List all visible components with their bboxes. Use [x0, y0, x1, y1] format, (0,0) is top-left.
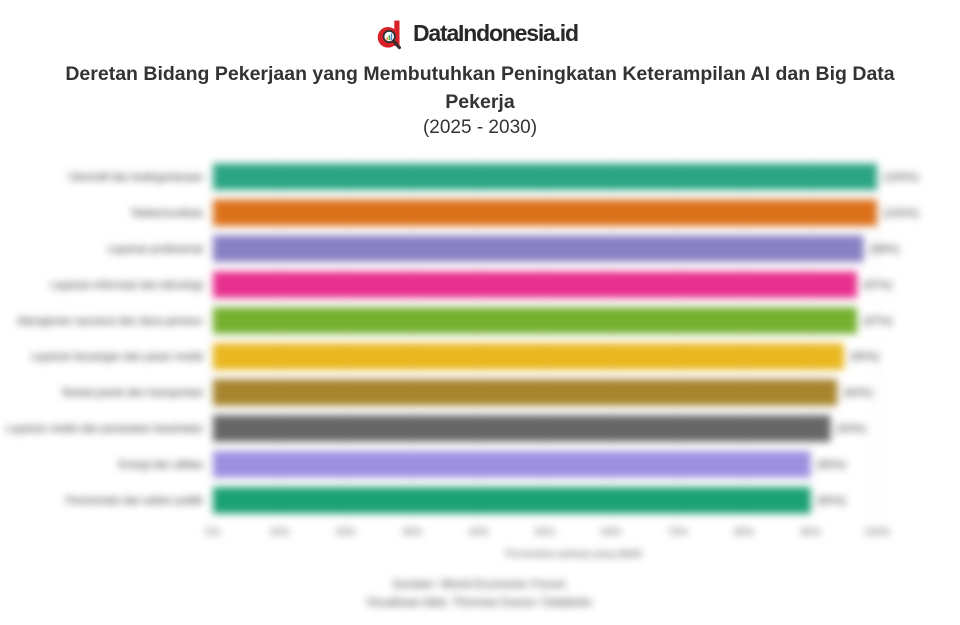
svg-text:(100%): (100%) [883, 207, 918, 219]
svg-text:90%: 90% [801, 527, 821, 538]
svg-text:(98%): (98%) [870, 243, 899, 255]
svg-text:(94%): (94%) [843, 387, 872, 399]
svg-text:(95%): (95%) [850, 351, 879, 363]
svg-text:10%: 10% [269, 527, 289, 538]
svg-text:0%: 0% [206, 527, 221, 538]
svg-text:Layanan keuangan dan pasar mod: Layanan keuangan dan pasar modal [31, 351, 203, 363]
svg-text:Otomotif dan kedirgantaraan: Otomotif dan kedirgantaraan [69, 172, 203, 184]
svg-text:40%: 40% [469, 527, 489, 538]
svg-text:Pemerintah dan sektor publik: Pemerintah dan sektor publik [66, 495, 204, 507]
svg-text:70%: 70% [668, 527, 688, 538]
svg-text:Rantai pasok dan transportasi: Rantai pasok dan transportasi [62, 387, 203, 399]
svg-text:Layanan informasi dan teknolog: Layanan informasi dan teknologi [50, 279, 203, 291]
svg-text:60%: 60% [601, 527, 621, 538]
svg-text:Telekomunikasi: Telekomunikasi [131, 207, 203, 219]
svg-text:Layanan medis dan perawatan ke: Layanan medis dan perawatan kesehatan [6, 423, 203, 435]
svg-text:80%: 80% [734, 527, 754, 538]
svg-text:(97%): (97%) [863, 315, 892, 327]
svg-text:(90%): (90%) [817, 459, 846, 471]
svg-text:(100%): (100%) [883, 172, 918, 184]
svg-text:(97%): (97%) [863, 279, 892, 291]
svg-text:Layanan profesional: Layanan profesional [108, 243, 203, 255]
svg-text:Manajemen asuransi dan dana pe: Manajemen asuransi dan dana pensiun [17, 315, 203, 327]
svg-text:(90%): (90%) [817, 495, 846, 507]
svg-text:20%: 20% [336, 527, 356, 538]
svg-text:50%: 50% [535, 527, 555, 538]
svg-text:Visualisasi data: Theresia Gra: Visualisasi data: Theresia Gracia / Data… [366, 597, 592, 609]
svg-text:Persentase pekerja yang dilati: Persentase pekerja yang dilatih [506, 549, 643, 560]
svg-text:(93%): (93%) [837, 423, 866, 435]
svg-text:Energi dan utilitas: Energi dan utilitas [119, 459, 203, 471]
svg-text:100%: 100% [864, 527, 890, 538]
svg-text:Sumber: World Economic Forum: Sumber: World Economic Forum [392, 577, 566, 591]
svg-text:30%: 30% [402, 527, 422, 538]
